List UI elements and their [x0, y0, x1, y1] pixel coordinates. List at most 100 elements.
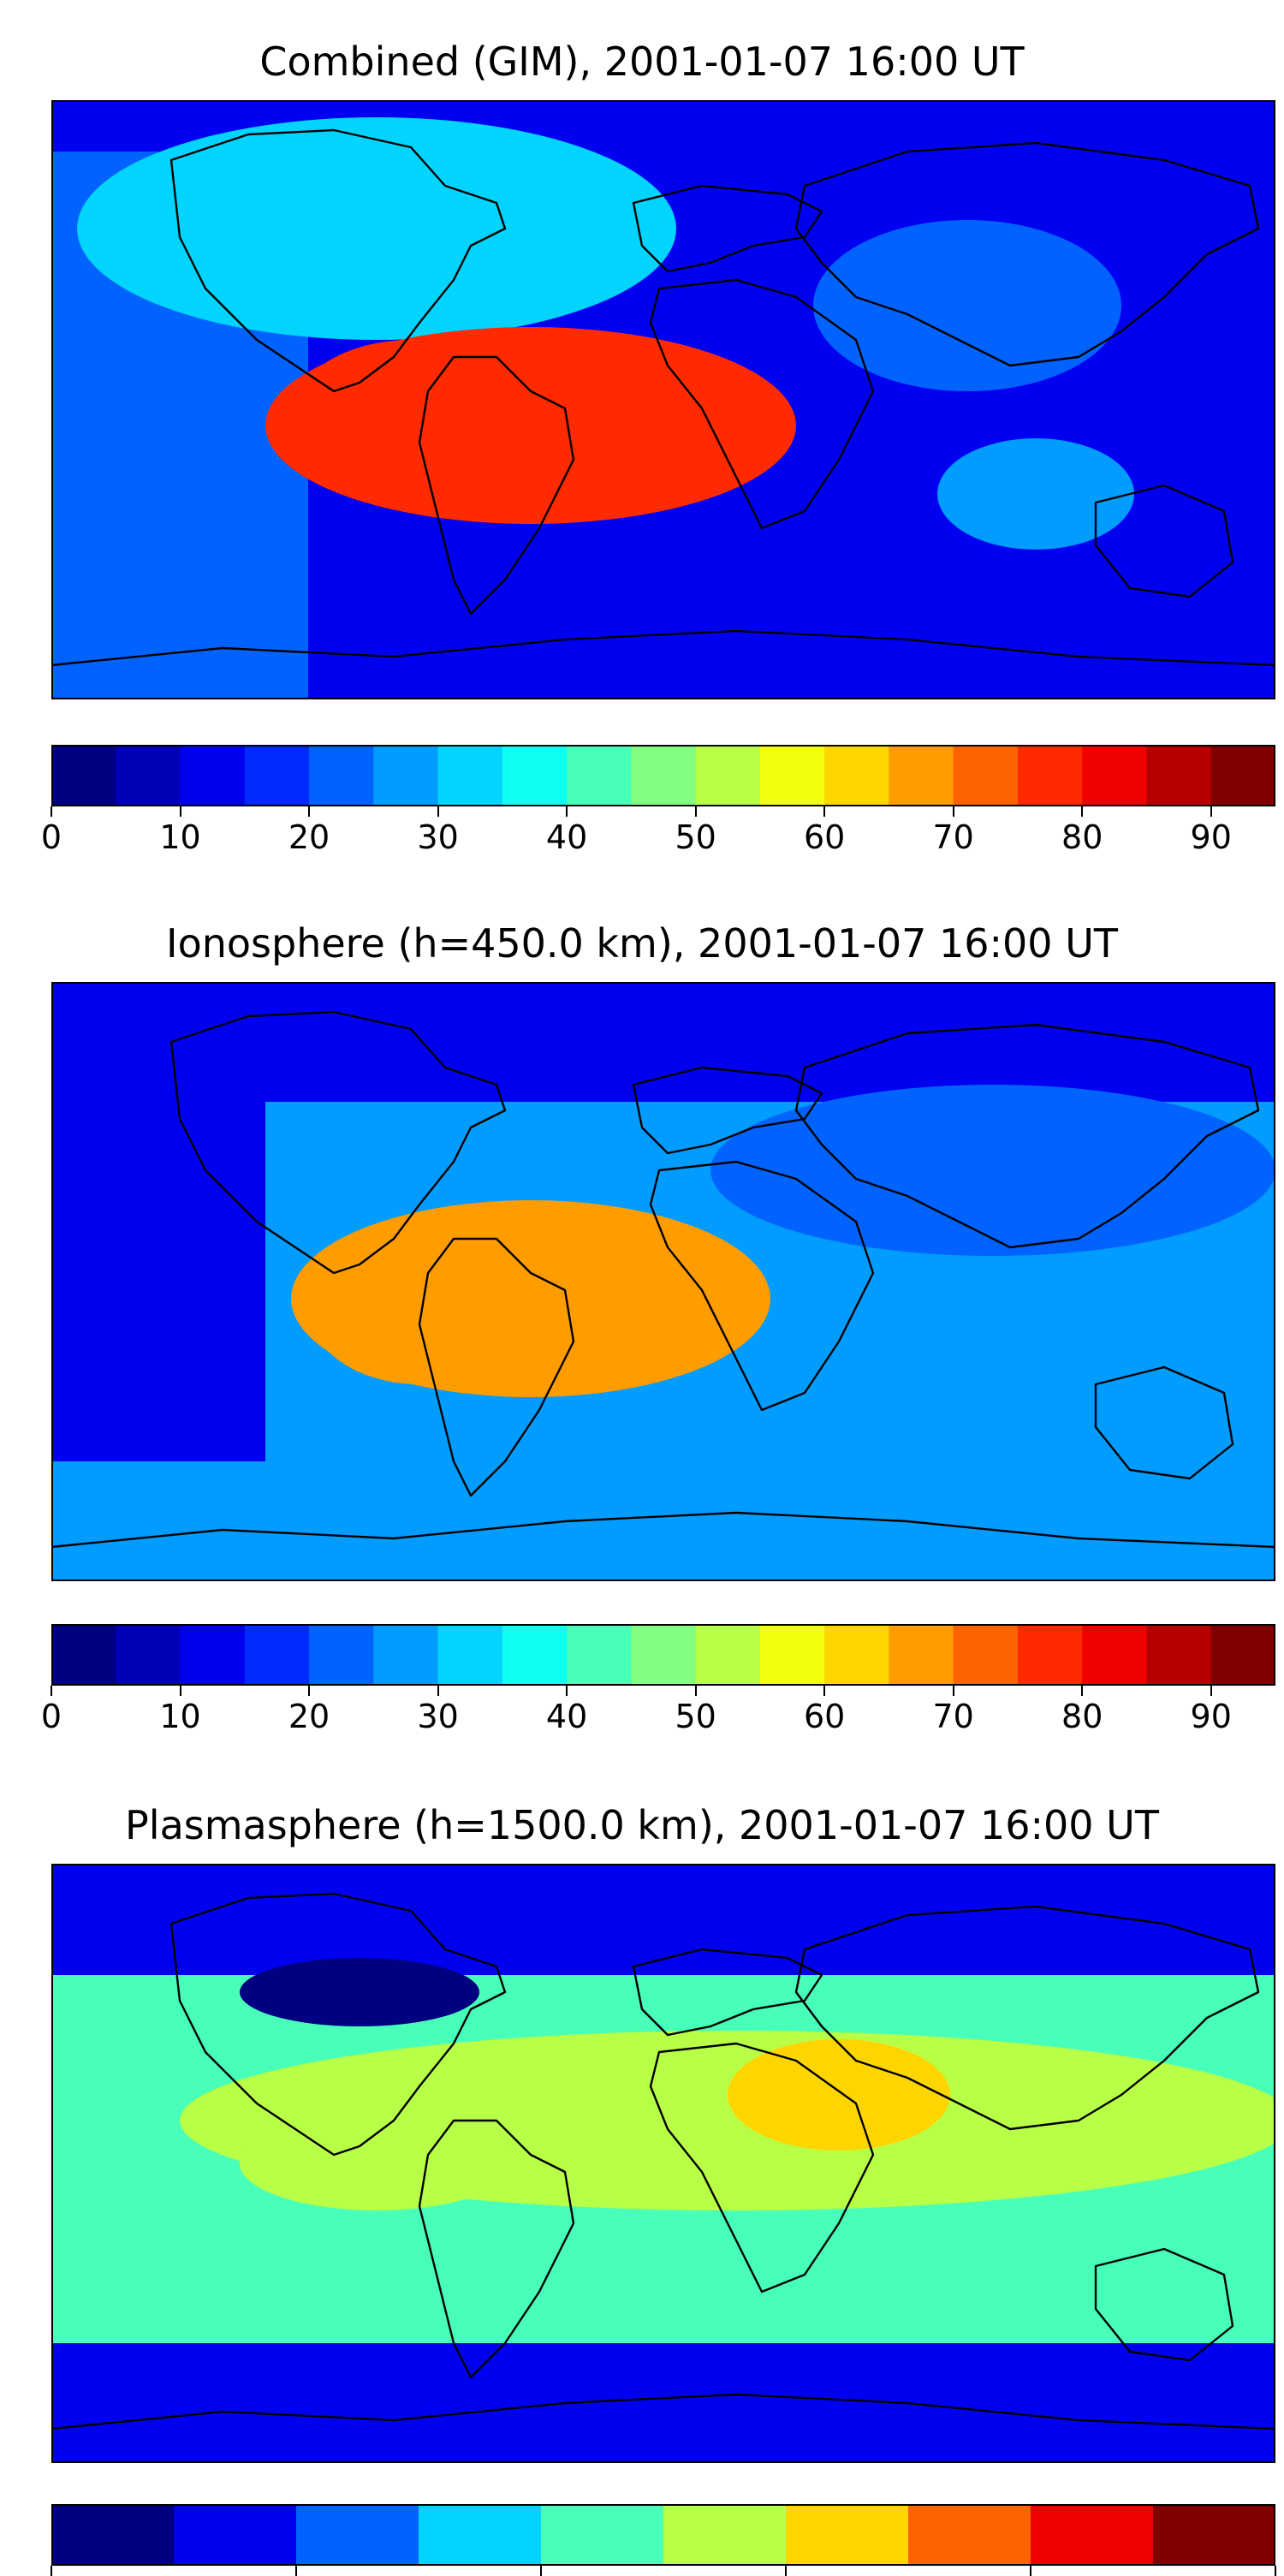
colorbar-band — [1153, 2504, 1276, 2566]
colorbar-band — [437, 1624, 503, 1686]
colorbar-band — [953, 745, 1019, 806]
colorbar-tick-mark — [179, 806, 181, 817]
coastline — [649, 2042, 875, 2293]
colorbar-tick-mark — [51, 1686, 52, 1696]
coastline — [1094, 2247, 1234, 2362]
coastline — [418, 355, 575, 616]
contour-region-high-southern-latitudes-antarctica — [51, 1864, 1275, 1975]
colorbar-band — [631, 1624, 697, 1686]
colorbar-band — [1146, 1624, 1212, 1686]
coastline — [51, 629, 1275, 699]
coastline — [51, 2393, 1275, 2463]
coastline — [794, 141, 1260, 367]
colorbar-tick-mark — [540, 2566, 542, 2576]
colorbar-band — [309, 745, 374, 806]
colorbar-tick-label: 50 — [675, 1698, 716, 1735]
colorbar-band — [1017, 745, 1083, 806]
colorbar-tick-mark — [51, 806, 52, 817]
colorbar-tick-label: 30 — [417, 1698, 459, 1735]
colorbar-tick-label: 40 — [545, 1698, 588, 1735]
colorbar-tick-label: 70 — [932, 818, 974, 856]
colorbar-tick-mark — [566, 1686, 568, 1696]
colorbar-tick-mark — [952, 1686, 954, 1696]
panel-2-colorbar-ticks: 0 10 20 30 40 50 60 70 80 90 — [0, 1686, 1284, 1737]
coastline — [794, 1905, 1260, 2131]
colorbar-tick-mark — [694, 806, 697, 817]
colorbar-band — [116, 1624, 181, 1686]
colorbar-tick-mark — [437, 1686, 439, 1696]
colorbar-tick-mark — [51, 2566, 52, 2576]
colorbar-tick-label: 50 — [675, 818, 716, 856]
colorbar-tick-mark — [179, 1686, 181, 1696]
colorbar-band — [244, 745, 310, 806]
colorbar-tick-label: 30 — [417, 818, 459, 856]
colorbar-band — [309, 1624, 374, 1686]
colorbar-band — [296, 2504, 419, 2566]
contour-region-north-pacific-north-atlantic-high-latitudes — [51, 1102, 265, 1461]
colorbar-band — [759, 745, 825, 806]
colorbar-tick-label: 10 — [159, 818, 201, 856]
colorbar-tick-mark — [823, 1686, 826, 1696]
colorbar-tick-mark — [823, 806, 826, 817]
panel-1-map — [51, 100, 1275, 699]
colorbar-tick-mark — [1081, 806, 1084, 817]
colorbar-band — [51, 2504, 175, 2566]
colorbar-band — [1082, 1624, 1147, 1686]
colorbar-tick-label: 80 — [1061, 818, 1103, 856]
contour-region-low-latitude-belt-africa-south-asia-south-america- — [240, 2116, 514, 2210]
colorbar-band — [180, 1624, 246, 1686]
colorbar-band — [631, 745, 697, 806]
colorbar-band — [567, 745, 632, 806]
colorbar-tick-label: 60 — [803, 818, 846, 856]
colorbar-tick-label: 10 — [159, 1698, 201, 1735]
colorbar-band — [1210, 1624, 1276, 1686]
panel-2-colorbar — [51, 1624, 1276, 1686]
colorbar-tick-label: 90 — [1190, 818, 1232, 856]
colorbar-tick-label: 70 — [932, 1698, 974, 1735]
colorbar-frame — [51, 1624, 1275, 1686]
colorbar-band — [419, 2504, 542, 2566]
panel-1-colorbar — [51, 745, 1276, 806]
coastline — [632, 184, 823, 273]
panel-3-title: Plasmasphere (h=1500.0 km), 2001-01-07 1… — [125, 1802, 1159, 1848]
contour-region-north-america-europe-mid-latitudes — [77, 117, 676, 340]
colorbar-band — [889, 1624, 954, 1686]
coastline — [51, 1511, 1275, 1581]
panel-3-colorbar — [51, 2504, 1276, 2566]
colorbar-tick-mark — [1275, 2566, 1276, 2576]
colorbar-tick-mark — [308, 1686, 311, 1696]
colorbar-band — [567, 1624, 632, 1686]
colorbar-band — [889, 745, 954, 806]
colorbar-tick-label: 0 — [40, 1698, 62, 1735]
coastline — [632, 1066, 823, 1155]
colorbar-band — [695, 1624, 761, 1686]
colorbar-band — [51, 745, 116, 806]
colorbar-band — [51, 1624, 116, 1686]
panel-1-colorbar-ticks: 0 10 20 30 40 50 60 70 80 90 — [0, 806, 1284, 858]
map-frame — [51, 100, 1275, 699]
panel-3-map — [51, 1864, 1275, 2463]
coastline — [649, 278, 875, 530]
contour-region-australia — [710, 1085, 1275, 1256]
colorbar-band — [244, 1624, 310, 1686]
panel-2-title: Ionosphere (h=450.0 km), 2001-01-07 16:0… — [166, 920, 1118, 967]
colorbar-tick-mark — [295, 2566, 297, 2576]
map-frame — [51, 982, 1275, 1581]
colorbar-tick-label: 90 — [1190, 1698, 1232, 1735]
colorbar-tick-label: 20 — [288, 818, 330, 856]
contour-region-south-america-equatorial-atlantic-central-africa — [308, 1230, 531, 1384]
colorbar-band — [953, 1624, 1019, 1686]
colorbar-band — [180, 745, 246, 806]
coastline — [169, 1892, 507, 2157]
colorbar-band — [695, 745, 761, 806]
colorbar-band — [786, 2504, 909, 2566]
colorbar-tick-mark — [1030, 2566, 1031, 2576]
colorbar-band — [759, 1624, 825, 1686]
colorbar-band — [663, 2504, 787, 2566]
colorbar-band — [541, 2504, 664, 2566]
colorbar-band — [824, 1624, 889, 1686]
colorbar-band — [174, 2504, 297, 2566]
colorbar-band — [1146, 745, 1212, 806]
colorbar-band — [373, 745, 439, 806]
colorbar-tick-mark — [437, 806, 439, 817]
